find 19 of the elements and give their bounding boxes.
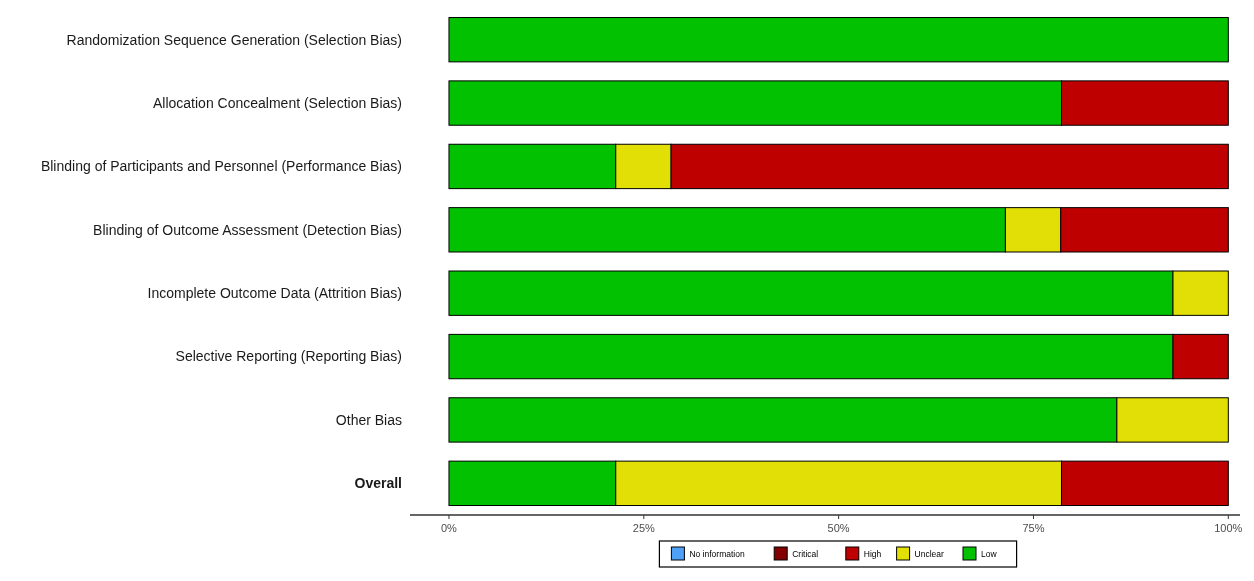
x-tick-label: 50% bbox=[827, 522, 850, 534]
x-tick-label: 75% bbox=[1022, 522, 1045, 534]
y-tick-label: Selective Reporting (Reporting Bias) bbox=[175, 348, 402, 365]
y-tick-label: Incomplete Outcome Data (Attrition Bias) bbox=[147, 285, 402, 302]
y-tick-label: Other Bias bbox=[335, 411, 402, 428]
y-tick-label: Allocation Concealment (Selection Bias) bbox=[152, 94, 402, 111]
legend-label: Critical bbox=[792, 548, 819, 559]
legend-label: Low bbox=[981, 548, 998, 559]
x-tick-label: 25% bbox=[632, 522, 656, 534]
x-tick-label: 0% bbox=[441, 522, 458, 534]
y-tick-label: Randomization Sequence Generation (Selection Bias) bbox=[66, 31, 402, 48]
y-tick-label: Overall bbox=[354, 475, 402, 492]
y-tick-label: Blinding of Outcome Assessment (Detection Bias) bbox=[93, 221, 402, 238]
legend-label: No information bbox=[689, 548, 745, 559]
x-tick-label: 100% bbox=[1214, 522, 1243, 534]
bar bbox=[448, 17, 1229, 63]
legend-label: High bbox=[863, 548, 882, 559]
y-tick-label: Blinding of Participants and Personnel (Performance Bias) bbox=[40, 158, 402, 175]
legend-label: Unclear bbox=[914, 548, 945, 559]
